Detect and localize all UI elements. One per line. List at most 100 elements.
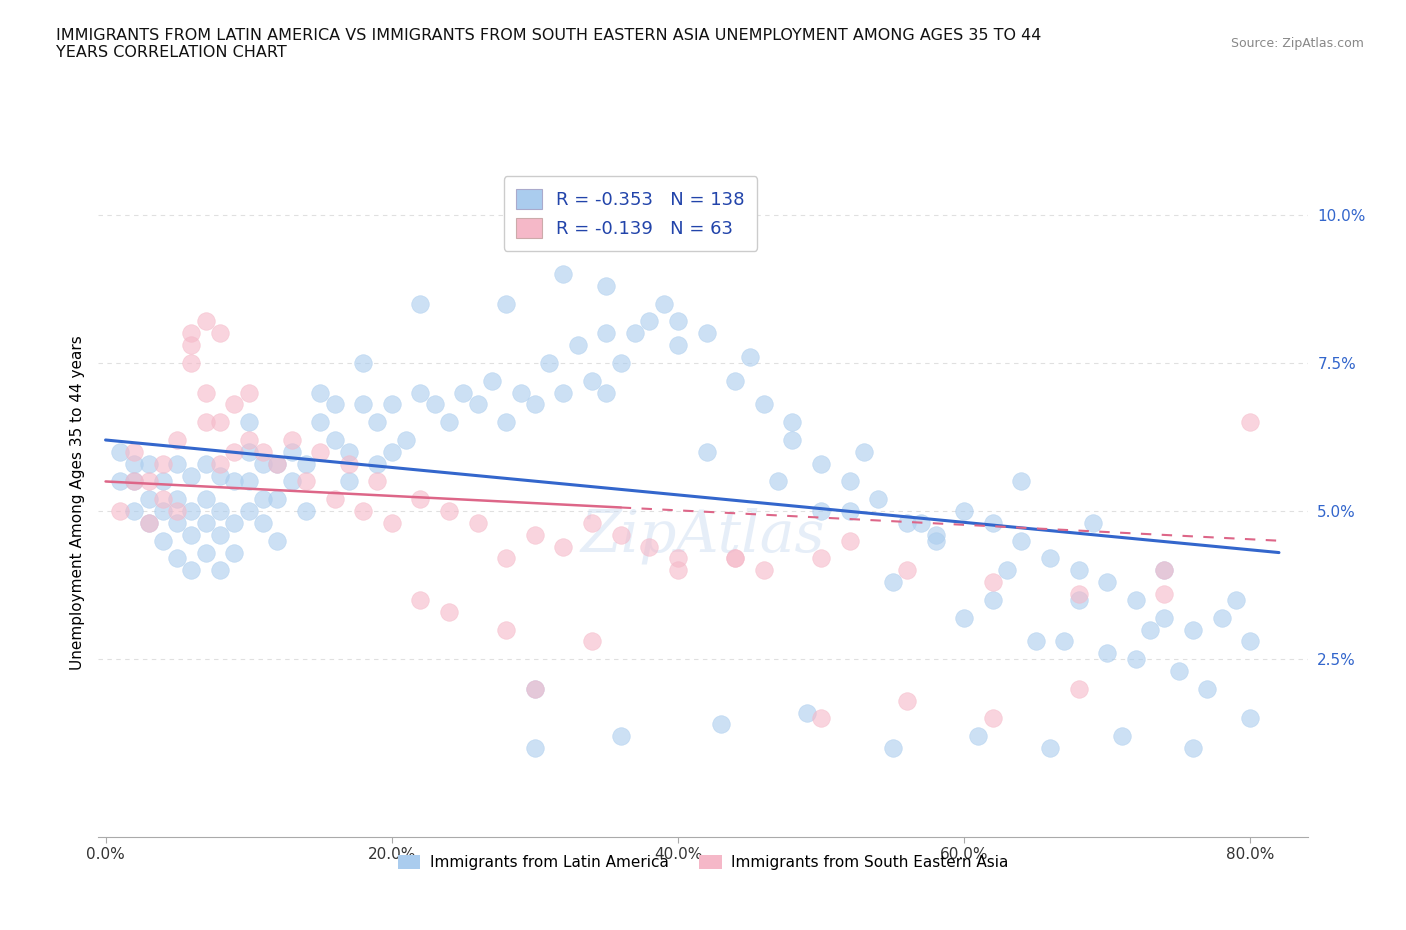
- Point: [395, 432, 418, 447]
- Point: [538, 355, 561, 370]
- Point: [238, 474, 260, 489]
- Point: [437, 604, 460, 619]
- Point: [180, 468, 202, 483]
- Point: [323, 492, 346, 507]
- Point: [838, 474, 860, 489]
- Point: [108, 474, 131, 489]
- Point: [609, 355, 631, 370]
- Point: [1197, 682, 1219, 697]
- Point: [724, 373, 747, 388]
- Point: [209, 457, 232, 472]
- Point: [194, 492, 217, 507]
- Point: [252, 492, 274, 507]
- Point: [337, 445, 360, 459]
- Point: [381, 397, 404, 412]
- Point: [252, 445, 274, 459]
- Point: [1167, 664, 1189, 679]
- Point: [766, 474, 789, 489]
- Point: [166, 457, 188, 472]
- Point: [194, 545, 217, 560]
- Point: [209, 415, 232, 430]
- Point: [352, 504, 374, 519]
- Point: [280, 432, 302, 447]
- Point: [810, 457, 832, 472]
- Point: [953, 610, 976, 625]
- Point: [1067, 682, 1090, 697]
- Point: [138, 457, 160, 472]
- Point: [553, 385, 575, 400]
- Point: [1153, 563, 1175, 578]
- Point: [953, 504, 976, 519]
- Point: [838, 504, 860, 519]
- Point: [924, 527, 946, 542]
- Point: [967, 729, 990, 744]
- Point: [224, 474, 246, 489]
- Point: [309, 445, 332, 459]
- Point: [995, 563, 1018, 578]
- Point: [1081, 515, 1104, 530]
- Point: [652, 297, 675, 312]
- Point: [523, 527, 546, 542]
- Point: [352, 355, 374, 370]
- Point: [495, 415, 517, 430]
- Point: [581, 515, 603, 530]
- Point: [1111, 729, 1133, 744]
- Point: [238, 415, 260, 430]
- Point: [224, 515, 246, 530]
- Text: Source: ZipAtlas.com: Source: ZipAtlas.com: [1230, 37, 1364, 50]
- Point: [209, 326, 232, 340]
- Point: [209, 527, 232, 542]
- Point: [295, 474, 318, 489]
- Point: [882, 740, 904, 755]
- Point: [553, 267, 575, 282]
- Point: [595, 385, 617, 400]
- Point: [868, 492, 890, 507]
- Point: [1239, 711, 1261, 726]
- Point: [553, 539, 575, 554]
- Point: [595, 326, 617, 340]
- Point: [309, 415, 332, 430]
- Point: [638, 314, 661, 329]
- Point: [180, 527, 202, 542]
- Point: [337, 457, 360, 472]
- Point: [409, 297, 432, 312]
- Point: [238, 385, 260, 400]
- Point: [581, 634, 603, 649]
- Point: [1097, 575, 1119, 590]
- Y-axis label: Unemployment Among Ages 35 to 44 years: Unemployment Among Ages 35 to 44 years: [69, 335, 84, 670]
- Point: [796, 705, 818, 720]
- Point: [366, 457, 388, 472]
- Point: [166, 515, 188, 530]
- Point: [209, 504, 232, 519]
- Point: [467, 515, 489, 530]
- Point: [209, 468, 232, 483]
- Point: [810, 711, 832, 726]
- Point: [180, 355, 202, 370]
- Point: [523, 682, 546, 697]
- Point: [910, 515, 932, 530]
- Point: [509, 385, 531, 400]
- Point: [752, 563, 775, 578]
- Point: [1125, 592, 1147, 607]
- Point: [152, 492, 174, 507]
- Point: [122, 457, 145, 472]
- Point: [810, 504, 832, 519]
- Point: [666, 551, 689, 566]
- Text: IMMIGRANTS FROM LATIN AMERICA VS IMMIGRANTS FROM SOUTH EASTERN ASIA UNEMPLOYMENT: IMMIGRANTS FROM LATIN AMERICA VS IMMIGRA…: [56, 28, 1042, 60]
- Point: [609, 527, 631, 542]
- Point: [481, 373, 503, 388]
- Point: [567, 338, 589, 352]
- Point: [138, 474, 160, 489]
- Point: [1239, 415, 1261, 430]
- Point: [180, 504, 202, 519]
- Point: [1153, 587, 1175, 602]
- Point: [924, 533, 946, 548]
- Point: [266, 457, 288, 472]
- Point: [896, 515, 918, 530]
- Legend: Immigrants from Latin America, Immigrants from South Eastern Asia: Immigrants from Latin America, Immigrant…: [391, 849, 1015, 876]
- Point: [323, 432, 346, 447]
- Point: [252, 457, 274, 472]
- Point: [523, 682, 546, 697]
- Point: [1182, 740, 1205, 755]
- Point: [896, 693, 918, 708]
